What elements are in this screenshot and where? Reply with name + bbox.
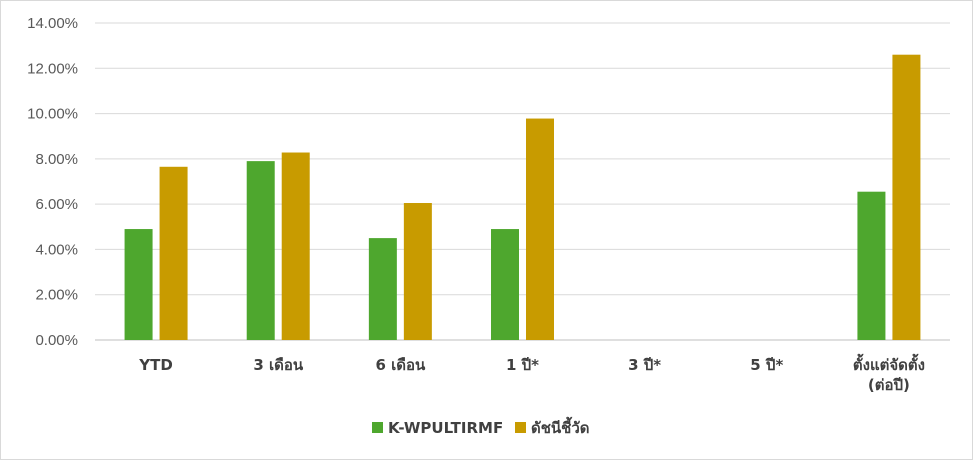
y-tick-label: 10.00% <box>27 106 78 123</box>
x-tick-label: YTD <box>138 356 173 374</box>
bar <box>892 54 921 340</box>
bars <box>124 54 921 340</box>
y-axis-labels: 0.00% 2.00% 4.00% 6.00% 8.00% 10.00% 12.00% 14.… <box>27 15 78 349</box>
bar <box>281 152 310 340</box>
x-tick-label: 1 ปี* <box>506 356 539 374</box>
legend: K-WPULTIRMF ดัชนีชี้วัด <box>372 416 590 437</box>
y-tick-label: 6.00% <box>35 196 78 213</box>
bar <box>368 238 397 340</box>
x-tick-label: 6 เดือน <box>375 356 426 374</box>
legend-label: ดัชนีชี้วัด <box>531 416 590 437</box>
x-axis-labels: YTD 3 เดือน 6 เดือน 1 ปี* 3 ปี* 5 ปี* ตั้งแต่จ… <box>138 353 925 394</box>
bar <box>526 118 554 340</box>
legend-label: K-WPULTIRMF <box>388 419 503 437</box>
y-tick-label: 4.00% <box>35 241 78 258</box>
bar <box>246 161 275 340</box>
bar <box>124 229 153 340</box>
bar <box>857 191 886 340</box>
x-tick-label: 3 ปี* <box>628 356 661 374</box>
x-tick-label: ตั้งแต่จัดตั้ง(ต่อปี) <box>853 353 925 394</box>
legend-swatch <box>515 422 526 433</box>
y-tick-label: 2.00% <box>35 287 78 304</box>
y-tick-label: 0.00% <box>35 332 78 349</box>
bar <box>159 166 188 340</box>
y-tick-label: 12.00% <box>27 60 78 77</box>
y-tick-label: 14.00% <box>27 15 78 32</box>
bar <box>403 203 432 340</box>
bar <box>491 229 519 340</box>
y-tick-label: 8.00% <box>35 151 78 168</box>
x-tick-label: 3 เดือน <box>253 356 304 374</box>
x-tick-label: 5 ปี* <box>750 356 783 374</box>
gridlines <box>95 22 950 341</box>
legend-swatch <box>372 422 383 433</box>
